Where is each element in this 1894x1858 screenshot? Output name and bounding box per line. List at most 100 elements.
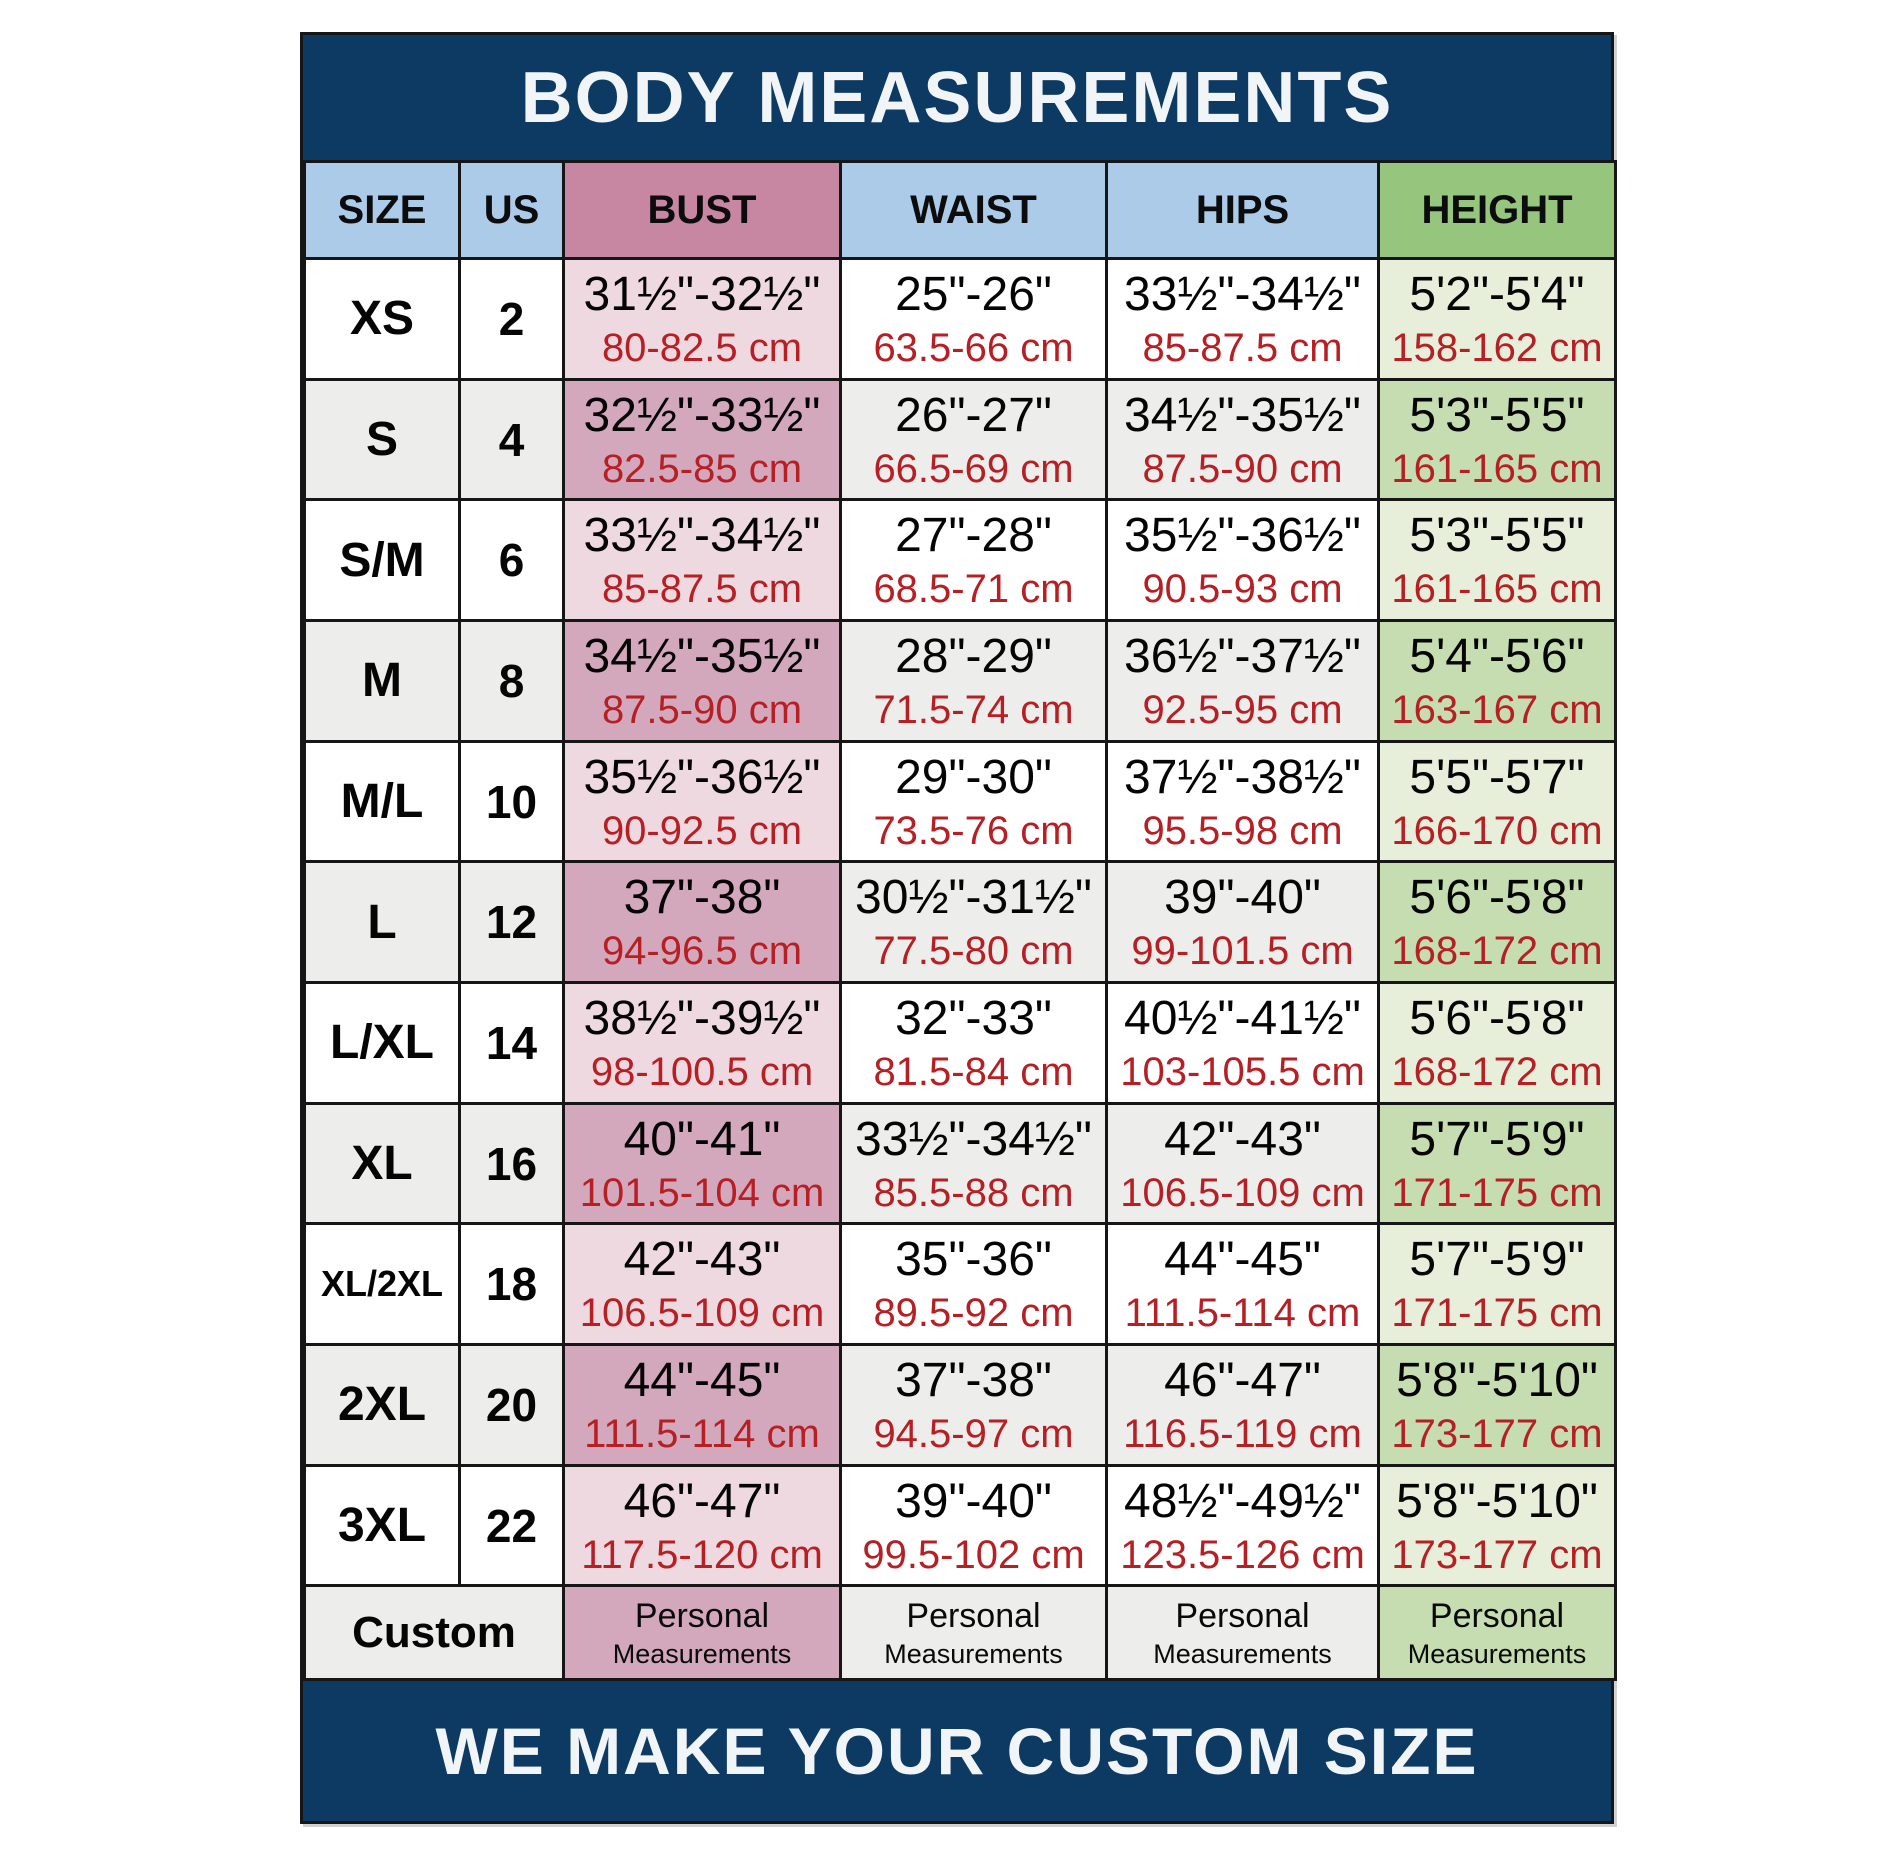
height-cm: 161-165 cm: [1391, 446, 1603, 491]
table-body: XS 2 31½"-32½" 80-82.5 cm 25"-26" 63.5-6…: [303, 257, 1617, 1588]
table-row: M 8 34½"-35½" 87.5-90 cm 28"-29" 71.5-74…: [303, 619, 1617, 743]
custom-size-row: Custom Personal Measurements Personal Me…: [303, 1584, 1617, 1681]
height-cell: 5'2"-5'4" 158-162 cm: [1377, 257, 1617, 381]
size-cell: L/XL: [303, 981, 461, 1105]
size-chart-panel: BODY MEASUREMENTS SIZE US BUST WAIST HIP…: [300, 32, 1617, 1824]
height-inches: 5'6"-5'8": [1409, 991, 1585, 1045]
bust-cm: 98-100.5 cm: [590, 1049, 814, 1094]
footer-text: WE MAKE YOUR CUSTOM SIZE: [435, 1714, 1479, 1788]
size-label: XL: [351, 1137, 413, 1191]
hips-cm: 85-87.5 cm: [1142, 325, 1343, 370]
size-label: S/M: [339, 533, 425, 587]
us-cell: 10: [458, 739, 565, 864]
bust-cell: 37"-38" 94-96.5 cm: [562, 860, 842, 985]
us-cell: 12: [458, 860, 565, 985]
bust-cm: 101.5-104 cm: [579, 1170, 825, 1215]
waist-cell: 29"-30" 73.5-76 cm: [839, 739, 1108, 864]
hips-cell: 46"-47" 116.5-119 cm: [1105, 1343, 1380, 1467]
size-label: 2XL: [337, 1378, 427, 1432]
height-inches: 5'6"-5'8": [1409, 871, 1585, 925]
us-cell: 2: [458, 257, 565, 381]
custom-hips-cell: Personal Measurements: [1105, 1584, 1380, 1681]
size-cell: M/L: [303, 739, 461, 864]
height-inches: 5'7"-5'9": [1409, 1233, 1585, 1287]
size-cell: XL/2XL: [303, 1222, 461, 1347]
height-cell: 5'5"-5'7" 166-170 cm: [1377, 739, 1617, 864]
size-cell: 2XL: [303, 1343, 461, 1467]
footer-banner: WE MAKE YOUR CUSTOM SIZE: [303, 1681, 1611, 1821]
us-cell: 14: [458, 981, 565, 1105]
height-cm: 161-165 cm: [1391, 567, 1603, 612]
hips-cell: 33½"-34½" 85-87.5 cm: [1105, 257, 1380, 381]
bust-inches: 40"-41": [623, 1112, 781, 1166]
hips-inches: 46"-47": [1164, 1353, 1321, 1407]
us-cell: 4: [458, 377, 565, 502]
size-label: M: [362, 654, 402, 708]
bust-inches: 35½"-36½": [583, 750, 821, 804]
waist-cell: 27"-28" 68.5-71 cm: [839, 498, 1108, 623]
height-cell: 5'6"-5'8" 168-172 cm: [1377, 981, 1617, 1105]
waist-cell: 28"-29" 71.5-74 cm: [839, 619, 1108, 743]
waist-cell: 33½"-34½" 85.5-88 cm: [839, 1101, 1108, 1226]
size-label: L/XL: [330, 1016, 434, 1070]
waist-inches: 33½"-34½": [855, 1112, 1092, 1166]
waist-cell: 39"-40" 99.5-102 cm: [839, 1463, 1108, 1588]
height-cell: 5'4"-5'6" 163-167 cm: [1377, 619, 1617, 743]
waist-cm: 81.5-84 cm: [873, 1049, 1074, 1094]
waist-cell: 32"-33" 81.5-84 cm: [839, 981, 1108, 1105]
height-cell: 5'3"-5'5" 161-165 cm: [1377, 377, 1617, 502]
waist-cell: 30½"-31½" 77.5-80 cm: [839, 860, 1108, 985]
header-row: SIZE US BUST WAIST HIPS HEIGHT: [303, 160, 1617, 260]
waist-cm: 73.5-76 cm: [873, 808, 1074, 853]
bust-cell: 31½"-32½" 80-82.5 cm: [562, 257, 842, 381]
hips-cell: 40½"-41½" 103-105.5 cm: [1105, 981, 1380, 1105]
height-cm: 173-177 cm: [1391, 1411, 1603, 1456]
waist-cm: 66.5-69 cm: [873, 446, 1074, 491]
hips-inches: 42"-43": [1164, 1112, 1321, 1166]
waist-cell: 37"-38" 94.5-97 cm: [839, 1343, 1108, 1467]
hips-inches: 39"-40": [1164, 871, 1321, 925]
waist-cm: 63.5-66 cm: [873, 325, 1074, 370]
height-cm: 171-175 cm: [1391, 1291, 1603, 1336]
bust-cell: 32½"-33½" 82.5-85 cm: [562, 377, 842, 502]
height-inches: 5'3"-5'5": [1409, 509, 1585, 563]
hips-cm: 123.5-126 cm: [1120, 1532, 1365, 1577]
hips-cell: 39"-40" 99-101.5 cm: [1105, 860, 1380, 985]
waist-inches: 28"-29": [895, 629, 1052, 683]
title-banner: BODY MEASUREMENTS: [303, 35, 1611, 160]
height-inches: 5'3"-5'5": [1409, 388, 1585, 442]
waist-cell: 26"-27" 66.5-69 cm: [839, 377, 1108, 502]
bust-cm: 106.5-109 cm: [579, 1291, 825, 1336]
hips-cm: 92.5-95 cm: [1142, 687, 1343, 732]
chart-title: BODY MEASUREMENTS: [520, 57, 1394, 138]
measurements-table: SIZE US BUST WAIST HIPS HEIGHT XS 2 31½"…: [303, 160, 1617, 1681]
waist-cm: 99.5-102 cm: [862, 1532, 1085, 1577]
hips-cm: 111.5-114 cm: [1124, 1291, 1361, 1336]
waist-inches: 27"-28": [895, 509, 1052, 563]
table-row: 3XL 22 46"-47" 117.5-120 cm 39"-40" 99.5…: [303, 1463, 1617, 1588]
column-header-bust: BUST: [562, 160, 842, 260]
height-cm: 173-177 cm: [1391, 1532, 1603, 1577]
hips-inches: 37½"-38½": [1124, 750, 1361, 804]
hips-inches: 44"-45": [1164, 1233, 1321, 1287]
hips-inches: 48½"-49½": [1124, 1474, 1361, 1528]
waist-cm: 71.5-74 cm: [873, 687, 1074, 732]
size-cell: S: [303, 377, 461, 502]
height-cm: 163-167 cm: [1391, 687, 1603, 732]
custom-row-body: Custom Personal Measurements Personal Me…: [303, 1584, 1617, 1681]
waist-inches: 39"-40": [895, 1474, 1052, 1528]
hips-cell: 37½"-38½" 95.5-98 cm: [1105, 739, 1380, 864]
bust-cm: 87.5-90 cm: [601, 687, 803, 732]
bust-inches: 32½"-33½": [583, 388, 821, 442]
hips-cm: 103-105.5 cm: [1120, 1049, 1365, 1094]
height-cm: 168-172 cm: [1391, 1049, 1603, 1094]
waist-cell: 25"-26" 63.5-66 cm: [839, 257, 1108, 381]
size-label: S: [365, 413, 398, 466]
hips-cm: 90.5-93 cm: [1142, 567, 1343, 612]
us-cell: 18: [458, 1222, 565, 1347]
column-header-height: HEIGHT: [1377, 160, 1617, 260]
height-cell: 5'8"-5'10" 173-177 cm: [1377, 1463, 1617, 1588]
height-cell: 5'8"-5'10" 173-177 cm: [1377, 1343, 1617, 1467]
height-inches: 5'5"-5'7": [1409, 750, 1585, 804]
us-cell: 6: [458, 498, 565, 623]
